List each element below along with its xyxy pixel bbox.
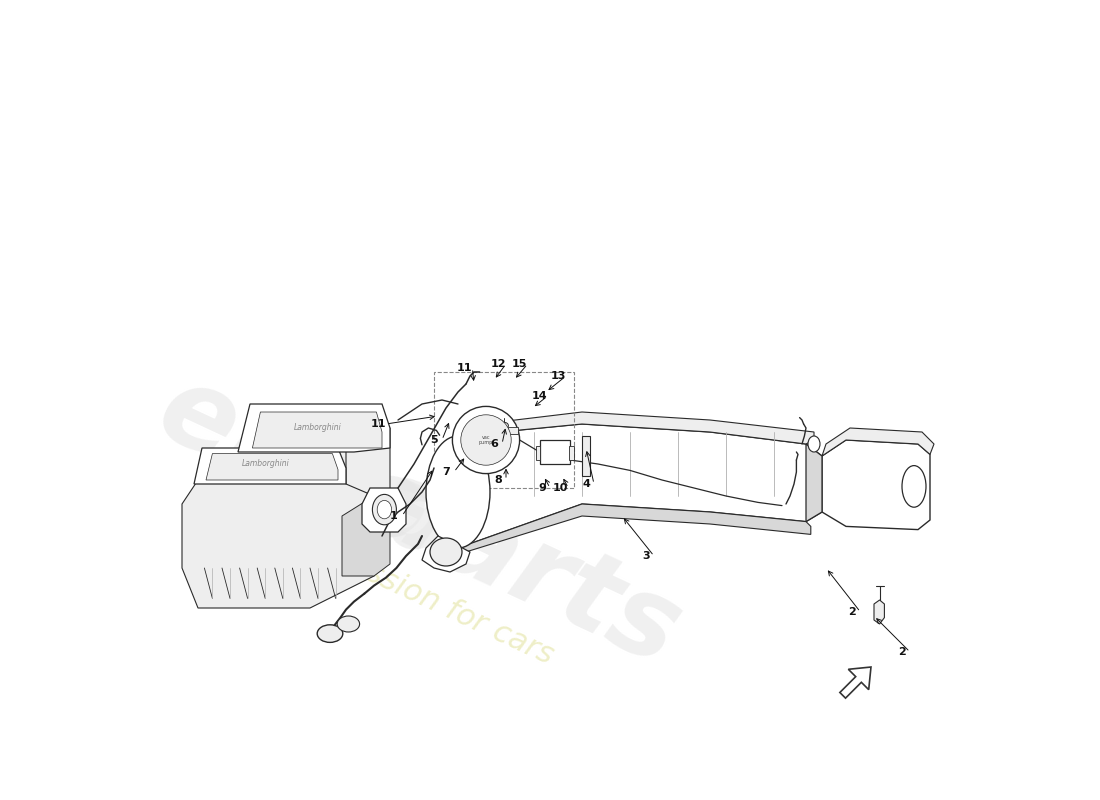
- Text: 5: 5: [430, 435, 438, 445]
- Text: 1: 1: [390, 511, 398, 521]
- Text: 4: 4: [582, 479, 590, 489]
- Text: 7: 7: [442, 467, 450, 477]
- Bar: [508, 427, 518, 434]
- Text: 3: 3: [642, 551, 650, 561]
- Text: car: car: [295, 422, 517, 602]
- Text: 15: 15: [512, 359, 527, 369]
- Polygon shape: [822, 428, 934, 456]
- Ellipse shape: [377, 501, 392, 519]
- Text: Lamborghini: Lamborghini: [294, 423, 342, 433]
- Text: 10: 10: [552, 483, 568, 493]
- Ellipse shape: [808, 436, 820, 452]
- Text: 11: 11: [456, 363, 472, 373]
- Polygon shape: [458, 412, 814, 444]
- Ellipse shape: [461, 414, 512, 465]
- Polygon shape: [458, 424, 822, 548]
- Polygon shape: [194, 448, 346, 484]
- Text: 13: 13: [550, 371, 565, 381]
- Text: euro: euro: [142, 355, 446, 573]
- Bar: [536, 446, 540, 460]
- Polygon shape: [238, 404, 390, 452]
- Ellipse shape: [317, 625, 343, 642]
- Text: 2: 2: [848, 607, 856, 617]
- Text: a passion for cars: a passion for cars: [301, 530, 559, 670]
- Polygon shape: [252, 412, 382, 448]
- Polygon shape: [582, 436, 590, 476]
- Bar: [540, 440, 570, 464]
- Ellipse shape: [426, 436, 490, 548]
- Bar: [569, 446, 574, 460]
- Polygon shape: [342, 496, 390, 576]
- Text: vac
pump: vac pump: [478, 434, 493, 446]
- Polygon shape: [458, 504, 811, 554]
- Text: 9: 9: [538, 483, 546, 493]
- Polygon shape: [806, 444, 822, 522]
- Text: 8: 8: [494, 475, 502, 485]
- Ellipse shape: [430, 538, 462, 566]
- Text: 11: 11: [371, 419, 386, 429]
- Text: 2: 2: [898, 647, 906, 657]
- Bar: [434, 372, 574, 488]
- Polygon shape: [206, 454, 338, 480]
- Polygon shape: [362, 488, 406, 532]
- Polygon shape: [182, 480, 374, 608]
- Text: 6: 6: [491, 439, 498, 449]
- Text: 12: 12: [491, 359, 506, 369]
- Polygon shape: [422, 536, 470, 572]
- Ellipse shape: [338, 616, 360, 632]
- Text: 14: 14: [531, 391, 548, 401]
- Polygon shape: [840, 667, 871, 698]
- Ellipse shape: [452, 406, 519, 474]
- Ellipse shape: [500, 422, 508, 429]
- Polygon shape: [822, 440, 930, 530]
- Polygon shape: [346, 428, 390, 496]
- Text: parts: parts: [354, 450, 697, 686]
- Ellipse shape: [373, 494, 396, 525]
- Text: Lamborghini: Lamborghini: [242, 459, 290, 469]
- Ellipse shape: [902, 466, 926, 507]
- Polygon shape: [874, 600, 884, 624]
